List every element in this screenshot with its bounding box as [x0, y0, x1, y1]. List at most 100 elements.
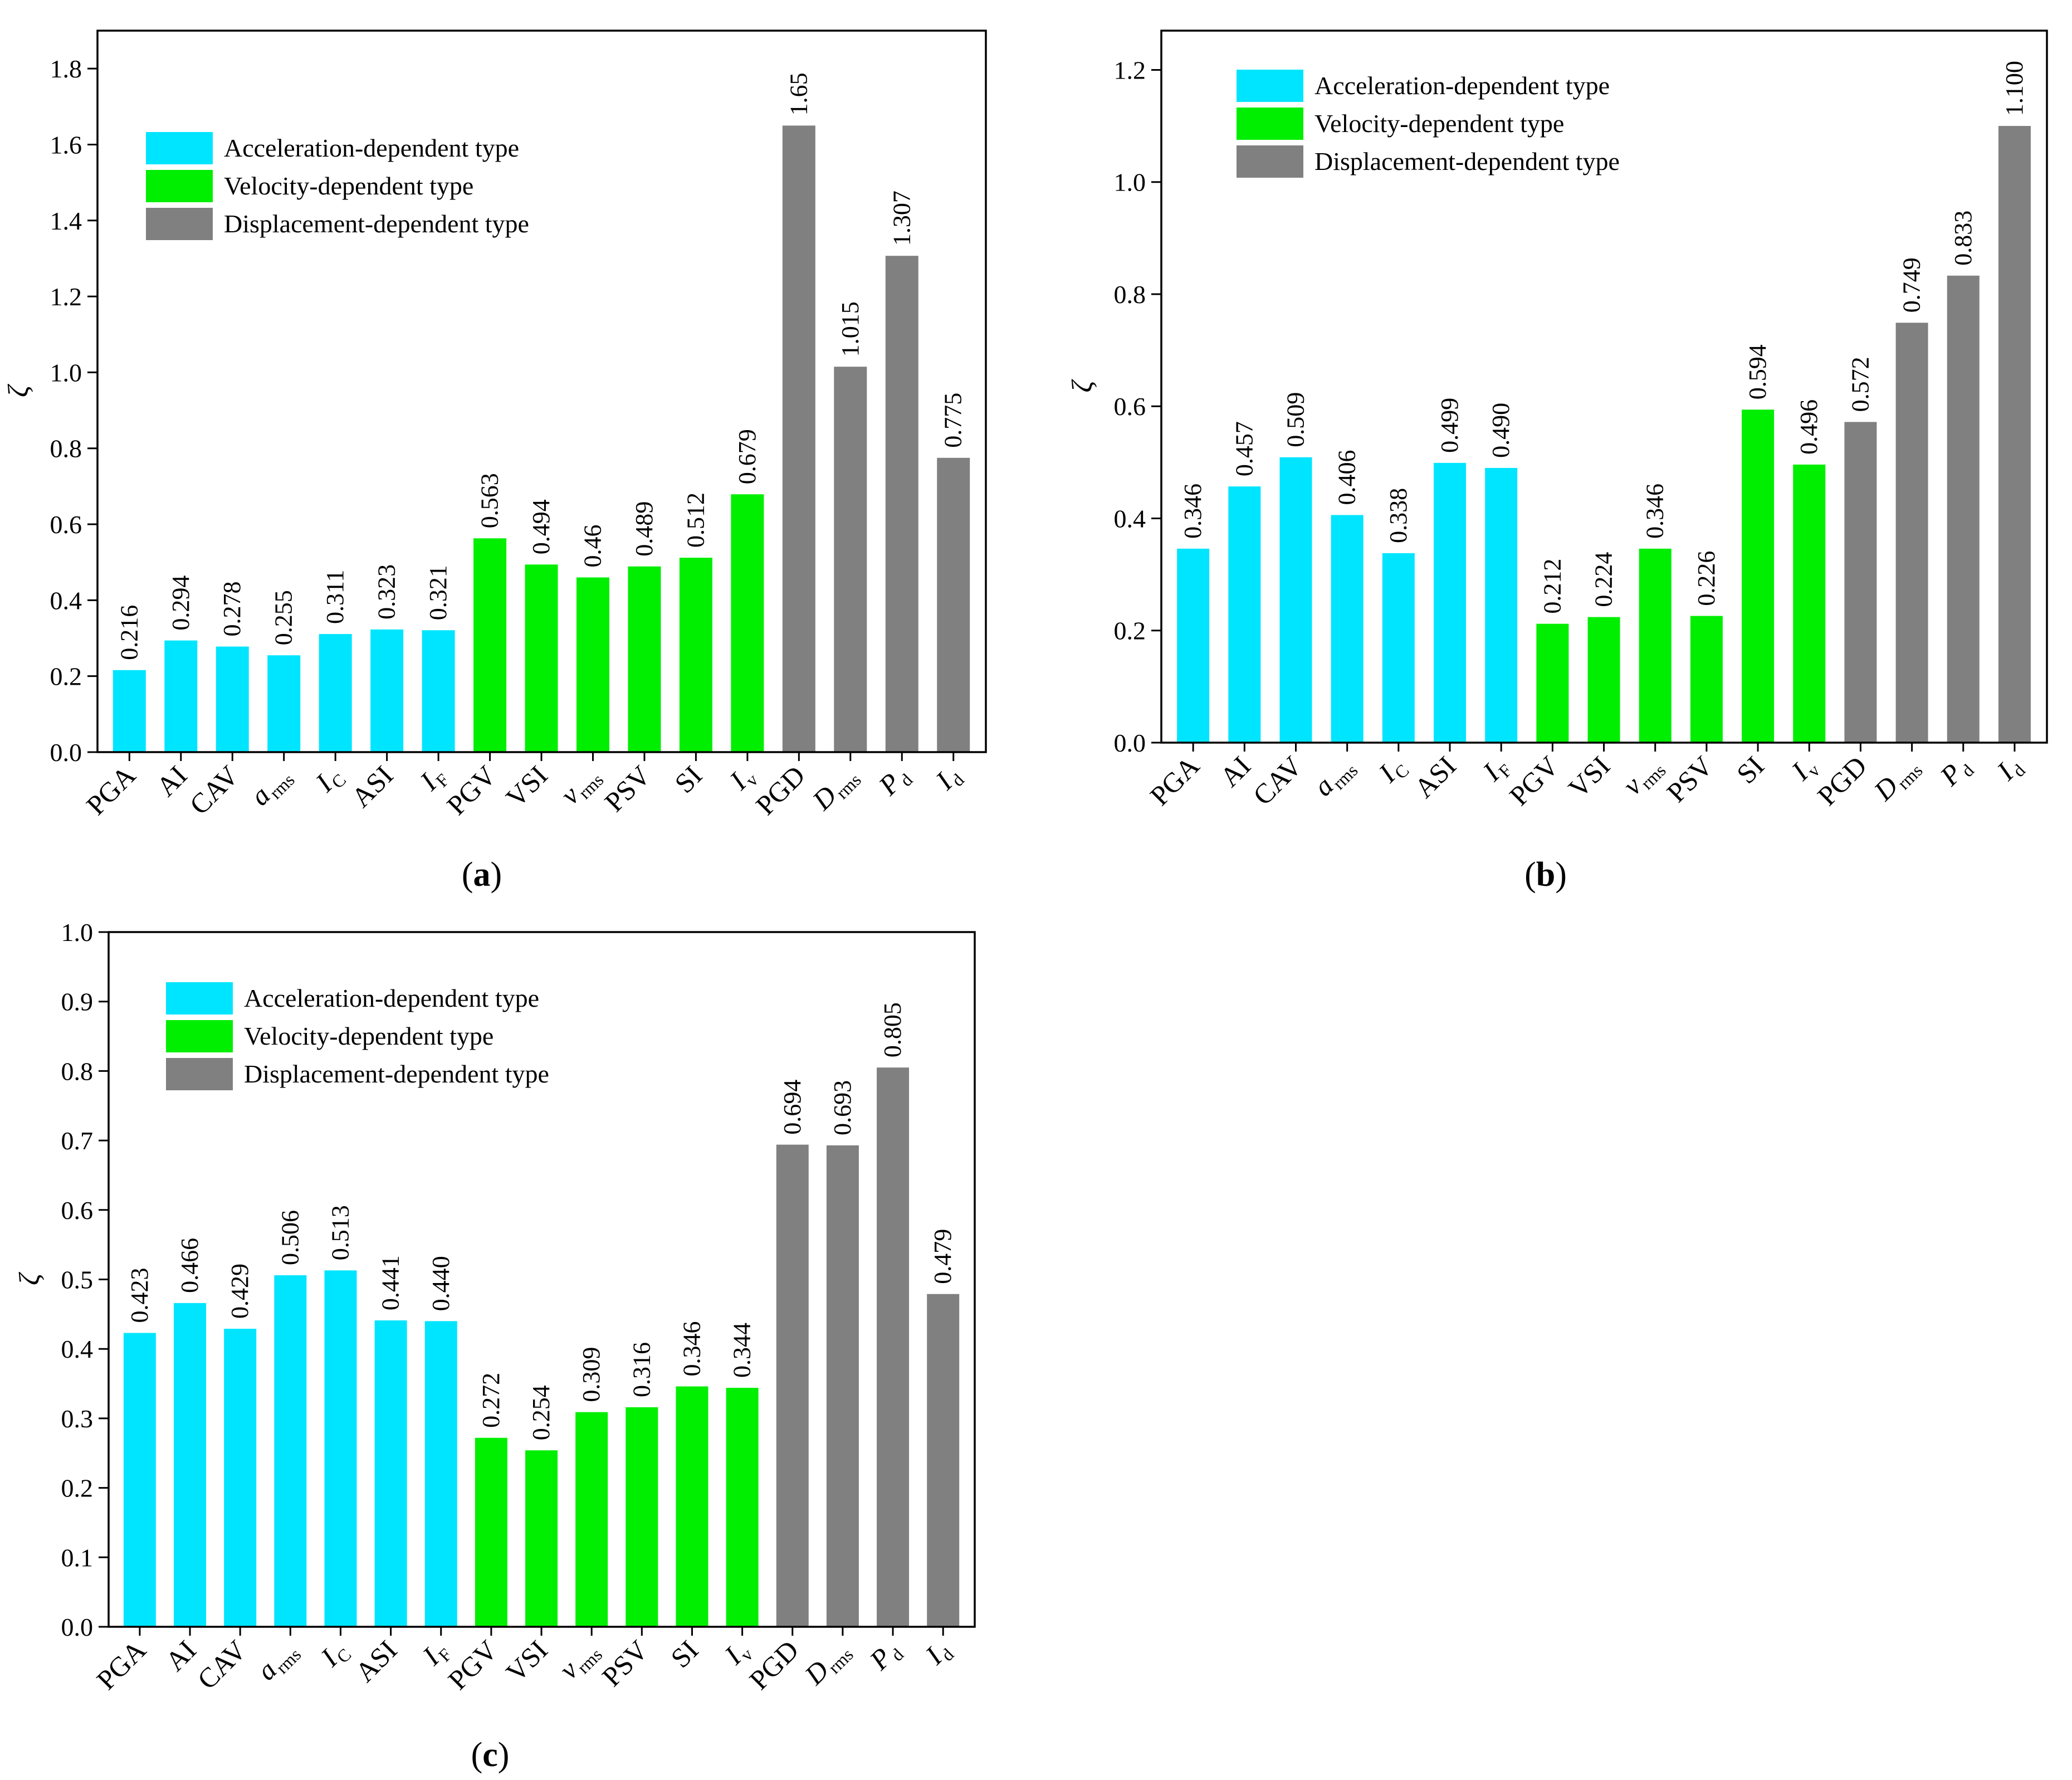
panel-a-value-label-17: 0.775 — [940, 393, 967, 448]
panel-b-value-label-8: 0.212 — [1538, 559, 1566, 614]
panel-c-ytick-label-1: 0.1 — [61, 1543, 94, 1572]
panel-a-ytick-label-5: 1.0 — [50, 358, 82, 387]
panel-b-value-label-12: 0.594 — [1744, 344, 1771, 399]
panel-a-bar-14 — [782, 125, 815, 752]
panel-a-value-label-2: 0.294 — [167, 576, 194, 631]
panel-c-legend-label-3: Displacement-dependent type — [244, 1060, 549, 1088]
panel-b-bar-6 — [1434, 462, 1467, 743]
panel-b-value-label-13: 0.496 — [1795, 399, 1822, 455]
panel-c-category-label-16: Pd — [863, 1634, 908, 1679]
panel-b-bar-10 — [1639, 548, 1672, 743]
panel-c-legend-swatch-2 — [166, 1020, 233, 1052]
panel-b-legend-label-2: Velocity-dependent type — [1314, 109, 1564, 138]
panel-b-legend-swatch-3 — [1237, 145, 1303, 178]
panel-c-value-label-2: 0.466 — [176, 1238, 203, 1293]
panel-c-value-label-8: 0.272 — [477, 1373, 505, 1428]
panel-a-legend-label-2: Velocity-dependent type — [224, 172, 473, 200]
panel-a-legend-swatch-2 — [146, 170, 213, 202]
panel-b-value-label-14: 0.572 — [1846, 357, 1874, 412]
panel-c-value-label-9: 0.254 — [527, 1385, 555, 1440]
panel-a-bar-6 — [370, 629, 404, 752]
panel-c-ytick-label-0: 0.0 — [61, 1613, 94, 1641]
panel-a-value-label-7: 0.321 — [424, 565, 452, 620]
panel-c-ytick-label-10: 1.0 — [61, 918, 94, 947]
panel-a-bar-9 — [525, 564, 558, 752]
panel-a-bar-1 — [113, 670, 146, 752]
panel-b-bar-7 — [1485, 467, 1518, 743]
panel-c-y-axis-label: ζ — [14, 1272, 46, 1285]
panel-b-label: (b) — [1524, 856, 1567, 894]
panel-c-ytick-label-8: 0.8 — [61, 1057, 94, 1085]
panel-c-value-label-15: 0.693 — [829, 1080, 856, 1135]
panel-a-value-label-8: 0.563 — [476, 473, 504, 528]
panel-a-category-label-11: PSV — [598, 759, 656, 817]
panel-a-category-label-9: VSI — [500, 759, 554, 813]
panel-b-bar-1 — [1177, 548, 1210, 743]
panel-a-bar-10 — [576, 577, 610, 752]
panel-b-category-label-14: PGD — [1811, 750, 1873, 811]
panel-c-legend-swatch-1 — [166, 982, 233, 1015]
panel-b-category-label-15: Drms — [1867, 750, 1926, 809]
panel-c-label: (c) — [471, 1736, 510, 1774]
panel-b-ytick-label-0: 0.0 — [1114, 729, 1146, 757]
panel-c-value-label-6: 0.441 — [377, 1255, 404, 1310]
panel-a-value-label-14: 1.65 — [785, 72, 812, 115]
panel-a-value-label-3: 0.278 — [218, 582, 246, 637]
panel-c-bar-15 — [826, 1145, 859, 1627]
panel-a-bar-17 — [937, 457, 970, 752]
panel-a-ytick-label-4: 0.8 — [50, 435, 82, 463]
panel-c-ytick-label-6: 0.6 — [61, 1196, 94, 1225]
panel-b-legend-label-1: Acceleration-dependent type — [1314, 71, 1610, 100]
panel-c-value-label-4: 0.506 — [276, 1210, 304, 1265]
panel-c-legend-label-1: Acceleration-dependent type — [244, 984, 539, 1012]
panel-c-bar-4 — [274, 1275, 307, 1627]
panel-c-bar-16 — [877, 1067, 910, 1627]
panel-c-ytick-label-4: 0.4 — [61, 1335, 94, 1363]
panel-a-value-label-1: 0.216 — [115, 605, 143, 660]
panel-b-ytick-label-4: 0.8 — [1114, 280, 1146, 309]
panel-b-bar-11 — [1690, 616, 1723, 743]
panel-c-bar-6 — [374, 1320, 407, 1627]
panel-c-value-label-14: 0.694 — [779, 1080, 806, 1135]
panel-c-value-label-11: 0.316 — [628, 1342, 655, 1397]
panel-c-category-label-10: vrms — [553, 1634, 607, 1688]
panel-a: 0.216 0.294 0.278 0.255 0.311 0.323 0.321 0.563… — [3, 30, 987, 894]
panel-b-category-label-9: VSI — [1562, 750, 1616, 804]
panel-b-category-label-17: Id — [1990, 750, 2029, 789]
panel-a-category-label-4: arms — [244, 759, 299, 814]
panel-b-value-label-16: 0.833 — [1949, 211, 1977, 266]
panel-a-category-label-10: vrms — [554, 759, 608, 813]
panel-c-category-label-12: SI — [664, 1634, 704, 1674]
panel-a-legend-swatch-3 — [146, 208, 213, 240]
panel-b-value-label-1: 0.346 — [1179, 484, 1206, 539]
panel-c-value-label-10: 0.309 — [578, 1347, 605, 1402]
panel-c-category-label-5: IC — [314, 1634, 355, 1675]
panel-b-value-label-5: 0.338 — [1385, 488, 1412, 543]
panel-b-category-label-1: PGA — [1144, 750, 1205, 811]
panel-c-bar-14 — [776, 1144, 809, 1627]
panel-c-category-label-1: PGA — [90, 1634, 152, 1695]
panel-a-ytick-label-3: 0.6 — [50, 510, 82, 539]
panel-a-bar-13 — [731, 494, 764, 752]
panel-b-bar-3 — [1279, 457, 1312, 743]
panel-b-ytick-label-5: 1.0 — [1114, 168, 1146, 197]
panel-b-category-label-12: SI — [1731, 750, 1770, 789]
panel-c-category-label-14: PGD — [743, 1634, 804, 1695]
panel-a-legend-swatch-1 — [146, 132, 213, 164]
panel-a-bar-15 — [834, 367, 867, 752]
panel-c-category-label-11: PSV — [596, 1634, 654, 1692]
panel-b-category-label-6: ASI — [1408, 750, 1462, 804]
panel-b-bar-4 — [1331, 515, 1364, 743]
panel-b-bar-15 — [1895, 323, 1928, 743]
panel-a-category-label-17: Id — [929, 759, 968, 798]
panel-a-ytick-label-6: 1.2 — [50, 282, 82, 311]
panel-c: 0.423 0.466 0.429 0.506 0.513 0.441 0.440 0.272… — [14, 918, 976, 1774]
panel-b-bar-2 — [1228, 486, 1261, 743]
panel-b-bar-13 — [1793, 464, 1826, 743]
panel-a-y-axis-label: ζ — [3, 384, 35, 397]
panel-c-value-label-12: 0.346 — [678, 1321, 705, 1377]
panel-b-category-label-16: Pd — [1933, 750, 1978, 794]
panel-b-ytick-label-6: 1.2 — [1114, 56, 1146, 84]
panel-b-bar-16 — [1947, 275, 1980, 743]
